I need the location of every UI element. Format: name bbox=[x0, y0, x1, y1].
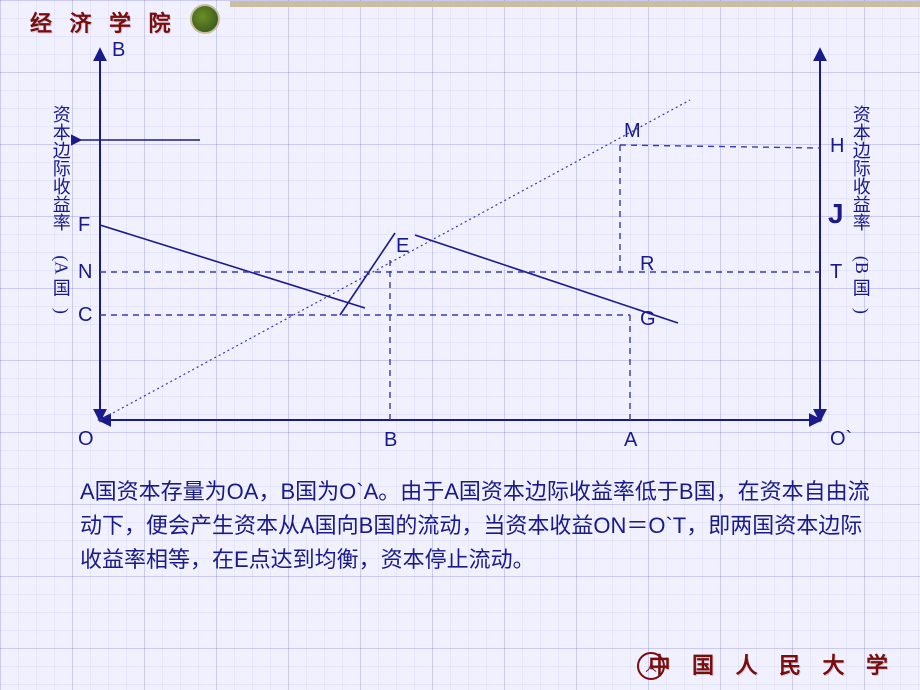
svg-text:B: B bbox=[112, 40, 125, 61]
svg-text:O`: O` bbox=[830, 428, 852, 450]
svg-text:N: N bbox=[78, 261, 92, 283]
svg-text:O: O bbox=[78, 428, 94, 450]
footer-university: 中 国 人 民 大 学 bbox=[648, 648, 896, 680]
header: 经 济 学 院 bbox=[0, 0, 920, 40]
svg-text:H: H bbox=[830, 135, 844, 157]
svg-text:A: A bbox=[624, 429, 638, 451]
slide: 经 济 学 院 O O` B F NC E B R G A M H T 资本边际收益率 (A国) 资本边… bbox=[0, 0, 920, 690]
svg-text:G: G bbox=[640, 308, 656, 330]
svg-text:F: F bbox=[78, 214, 90, 236]
right-axis-label: 资本边际收益率 (B国) bbox=[850, 105, 870, 325]
svg-text:T: T bbox=[830, 261, 842, 283]
header-title: 经 济 学 院 bbox=[30, 6, 177, 38]
chart-svg: O O` B F NC E B R G A M H T bbox=[20, 40, 900, 460]
svg-text:B: B bbox=[384, 429, 397, 451]
header-logo-icon bbox=[190, 4, 220, 34]
chart: O O` B F NC E B R G A M H T 资本边际收益率 (A国) 资本边际收益率 (B国… bbox=[20, 40, 900, 460]
left-axis-label: 资本边际收益率 (A国) bbox=[50, 105, 70, 325]
svg-text:R: R bbox=[640, 253, 654, 275]
label-J: J bbox=[828, 198, 844, 230]
svg-text:E: E bbox=[396, 235, 409, 257]
header-stripe bbox=[230, 1, 920, 7]
svg-text:M: M bbox=[624, 120, 641, 142]
body-text: A国资本存量为OA，B国为O`A。由于A国资本边际收益率低于B国，在资本自由流动… bbox=[80, 475, 870, 577]
svg-text:C: C bbox=[78, 304, 92, 326]
